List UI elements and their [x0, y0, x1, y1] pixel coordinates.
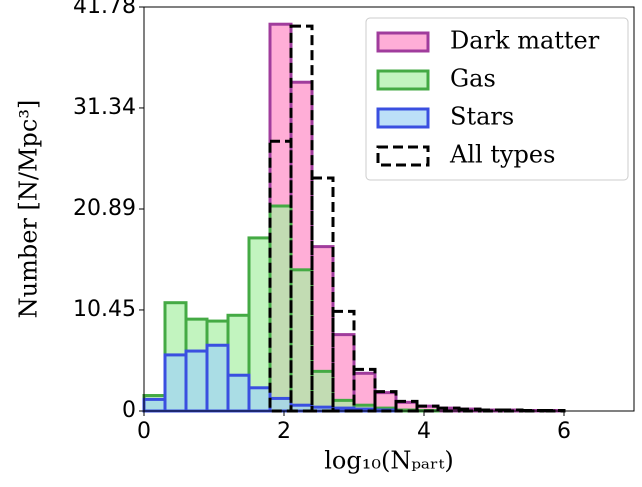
- bar: [184, 349, 209, 413]
- y-tick-label: 20.89: [73, 196, 136, 221]
- legend-label: Dark matter: [450, 27, 600, 55]
- legend-swatch: [376, 145, 430, 167]
- y-axis-label: Number [N/Mpc³]: [15, 100, 43, 319]
- legend: Dark matter Gas Stars All types: [365, 17, 629, 181]
- bar: [289, 268, 314, 413]
- legend-frame: [365, 17, 629, 181]
- bar: [247, 236, 272, 413]
- x-axis-label: log₁₀(Nₚₐᵣₜ): [324, 447, 454, 475]
- x-tick-label: 2: [277, 419, 291, 444]
- bar: [142, 397, 167, 413]
- bar: [268, 396, 293, 413]
- legend-swatch: [376, 107, 430, 129]
- y-tick-label: 41.78: [73, 0, 136, 19]
- bar: [268, 204, 293, 413]
- series: [142, 343, 398, 413]
- legend-label: All types: [449, 141, 555, 169]
- legend-label: Gas: [450, 65, 496, 93]
- x-tick-label: 0: [137, 419, 151, 444]
- y-tick-label: 31.34: [73, 95, 136, 120]
- bar: [226, 373, 251, 413]
- x-tick-label: 6: [557, 419, 571, 444]
- bar: [205, 343, 230, 413]
- legend-swatch: [376, 31, 430, 53]
- y-tick-label: 0: [122, 398, 136, 423]
- legend-label: Stars: [450, 103, 514, 131]
- bar: [163, 353, 188, 413]
- x-tick-label: 4: [417, 419, 431, 444]
- y-tick-label: 10.45: [73, 297, 136, 322]
- bar: [310, 369, 335, 413]
- bar: [247, 386, 272, 413]
- legend-swatch: [376, 69, 430, 91]
